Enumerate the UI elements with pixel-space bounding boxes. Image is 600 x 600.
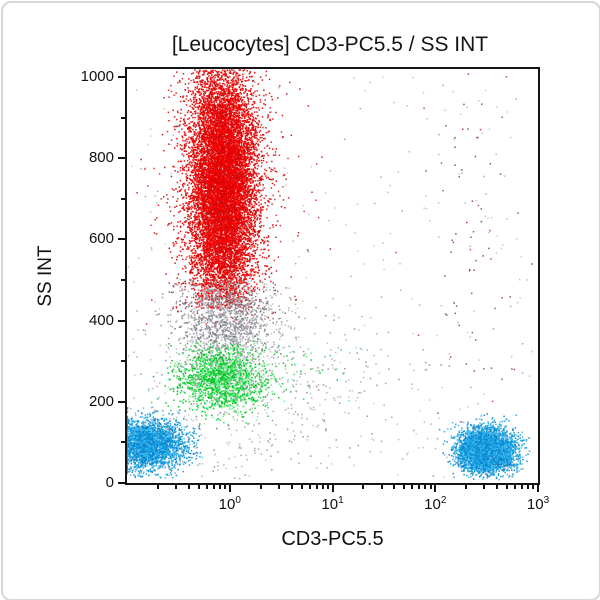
x-minor-tick — [212, 485, 215, 489]
plot-area — [125, 67, 540, 485]
y-major-tick — [118, 76, 125, 79]
y-minor-tick — [121, 441, 125, 444]
x-major-tick — [537, 485, 539, 492]
x-minor-tick — [187, 485, 190, 489]
x-minor-tick — [197, 485, 200, 489]
y-major-tick — [118, 157, 125, 160]
x-minor-tick — [290, 485, 293, 489]
x-minor-tick — [418, 485, 421, 489]
x-major-tick — [331, 485, 334, 492]
x-minor-tick — [403, 485, 406, 489]
x-minor-tick — [483, 485, 486, 489]
x-minor-tick — [308, 485, 311, 489]
y-tick-label: 1000 — [80, 68, 114, 86]
x-major-tick — [228, 485, 231, 492]
y-major-tick — [118, 238, 125, 241]
x-tick-label: 103 — [526, 495, 550, 514]
y-minor-tick — [121, 116, 125, 119]
x-minor-tick — [224, 485, 227, 489]
y-minor-tick — [121, 197, 125, 200]
y-tick-label: 600 — [88, 230, 114, 248]
x-minor-tick — [411, 485, 414, 489]
y-tick-label: 800 — [88, 149, 114, 167]
x-minor-tick — [532, 485, 535, 489]
y-major-tick — [118, 400, 125, 403]
y-tick-label: 0 — [105, 474, 114, 491]
x-tick-label: 100 — [218, 495, 241, 514]
x-minor-tick — [205, 485, 208, 489]
x-tick-label: 101 — [321, 495, 344, 514]
x-minor-tick — [429, 485, 432, 489]
x-minor-tick — [277, 485, 280, 489]
x-major-tick — [434, 485, 437, 492]
x-minor-tick — [465, 485, 468, 489]
y-major-tick — [118, 482, 125, 484]
x-minor-tick — [506, 485, 509, 489]
x-minor-tick — [424, 485, 427, 489]
x-minor-tick — [362, 485, 365, 489]
x-minor-tick — [521, 485, 524, 489]
x-minor-tick — [156, 485, 159, 489]
x-minor-tick — [315, 485, 318, 489]
x-minor-tick — [175, 485, 178, 489]
x-minor-tick — [326, 485, 329, 489]
y-major-tick — [118, 319, 125, 322]
scatter-canvas — [127, 69, 538, 483]
x-minor-tick — [300, 485, 303, 489]
x-axis-label: CD3-PC5.5 — [281, 528, 384, 550]
y-tick-label: 200 — [88, 392, 114, 410]
y-axis-label: SS INT — [35, 245, 56, 307]
x-minor-tick — [380, 485, 383, 489]
y-minor-tick — [121, 279, 125, 282]
y-tick-label: 400 — [88, 311, 114, 329]
x-tick-label: 102 — [424, 495, 447, 514]
x-minor-tick — [393, 485, 396, 489]
x-minor-tick — [496, 485, 499, 489]
y-minor-tick — [121, 360, 125, 363]
x-minor-tick — [218, 485, 221, 489]
x-minor-tick — [527, 485, 530, 489]
x-minor-tick — [514, 485, 517, 489]
x-minor-tick — [321, 485, 324, 489]
x-minor-tick — [259, 485, 262, 489]
chart-title: [Leucocytes] CD3-PC5.5 / SS INT — [171, 33, 489, 56]
